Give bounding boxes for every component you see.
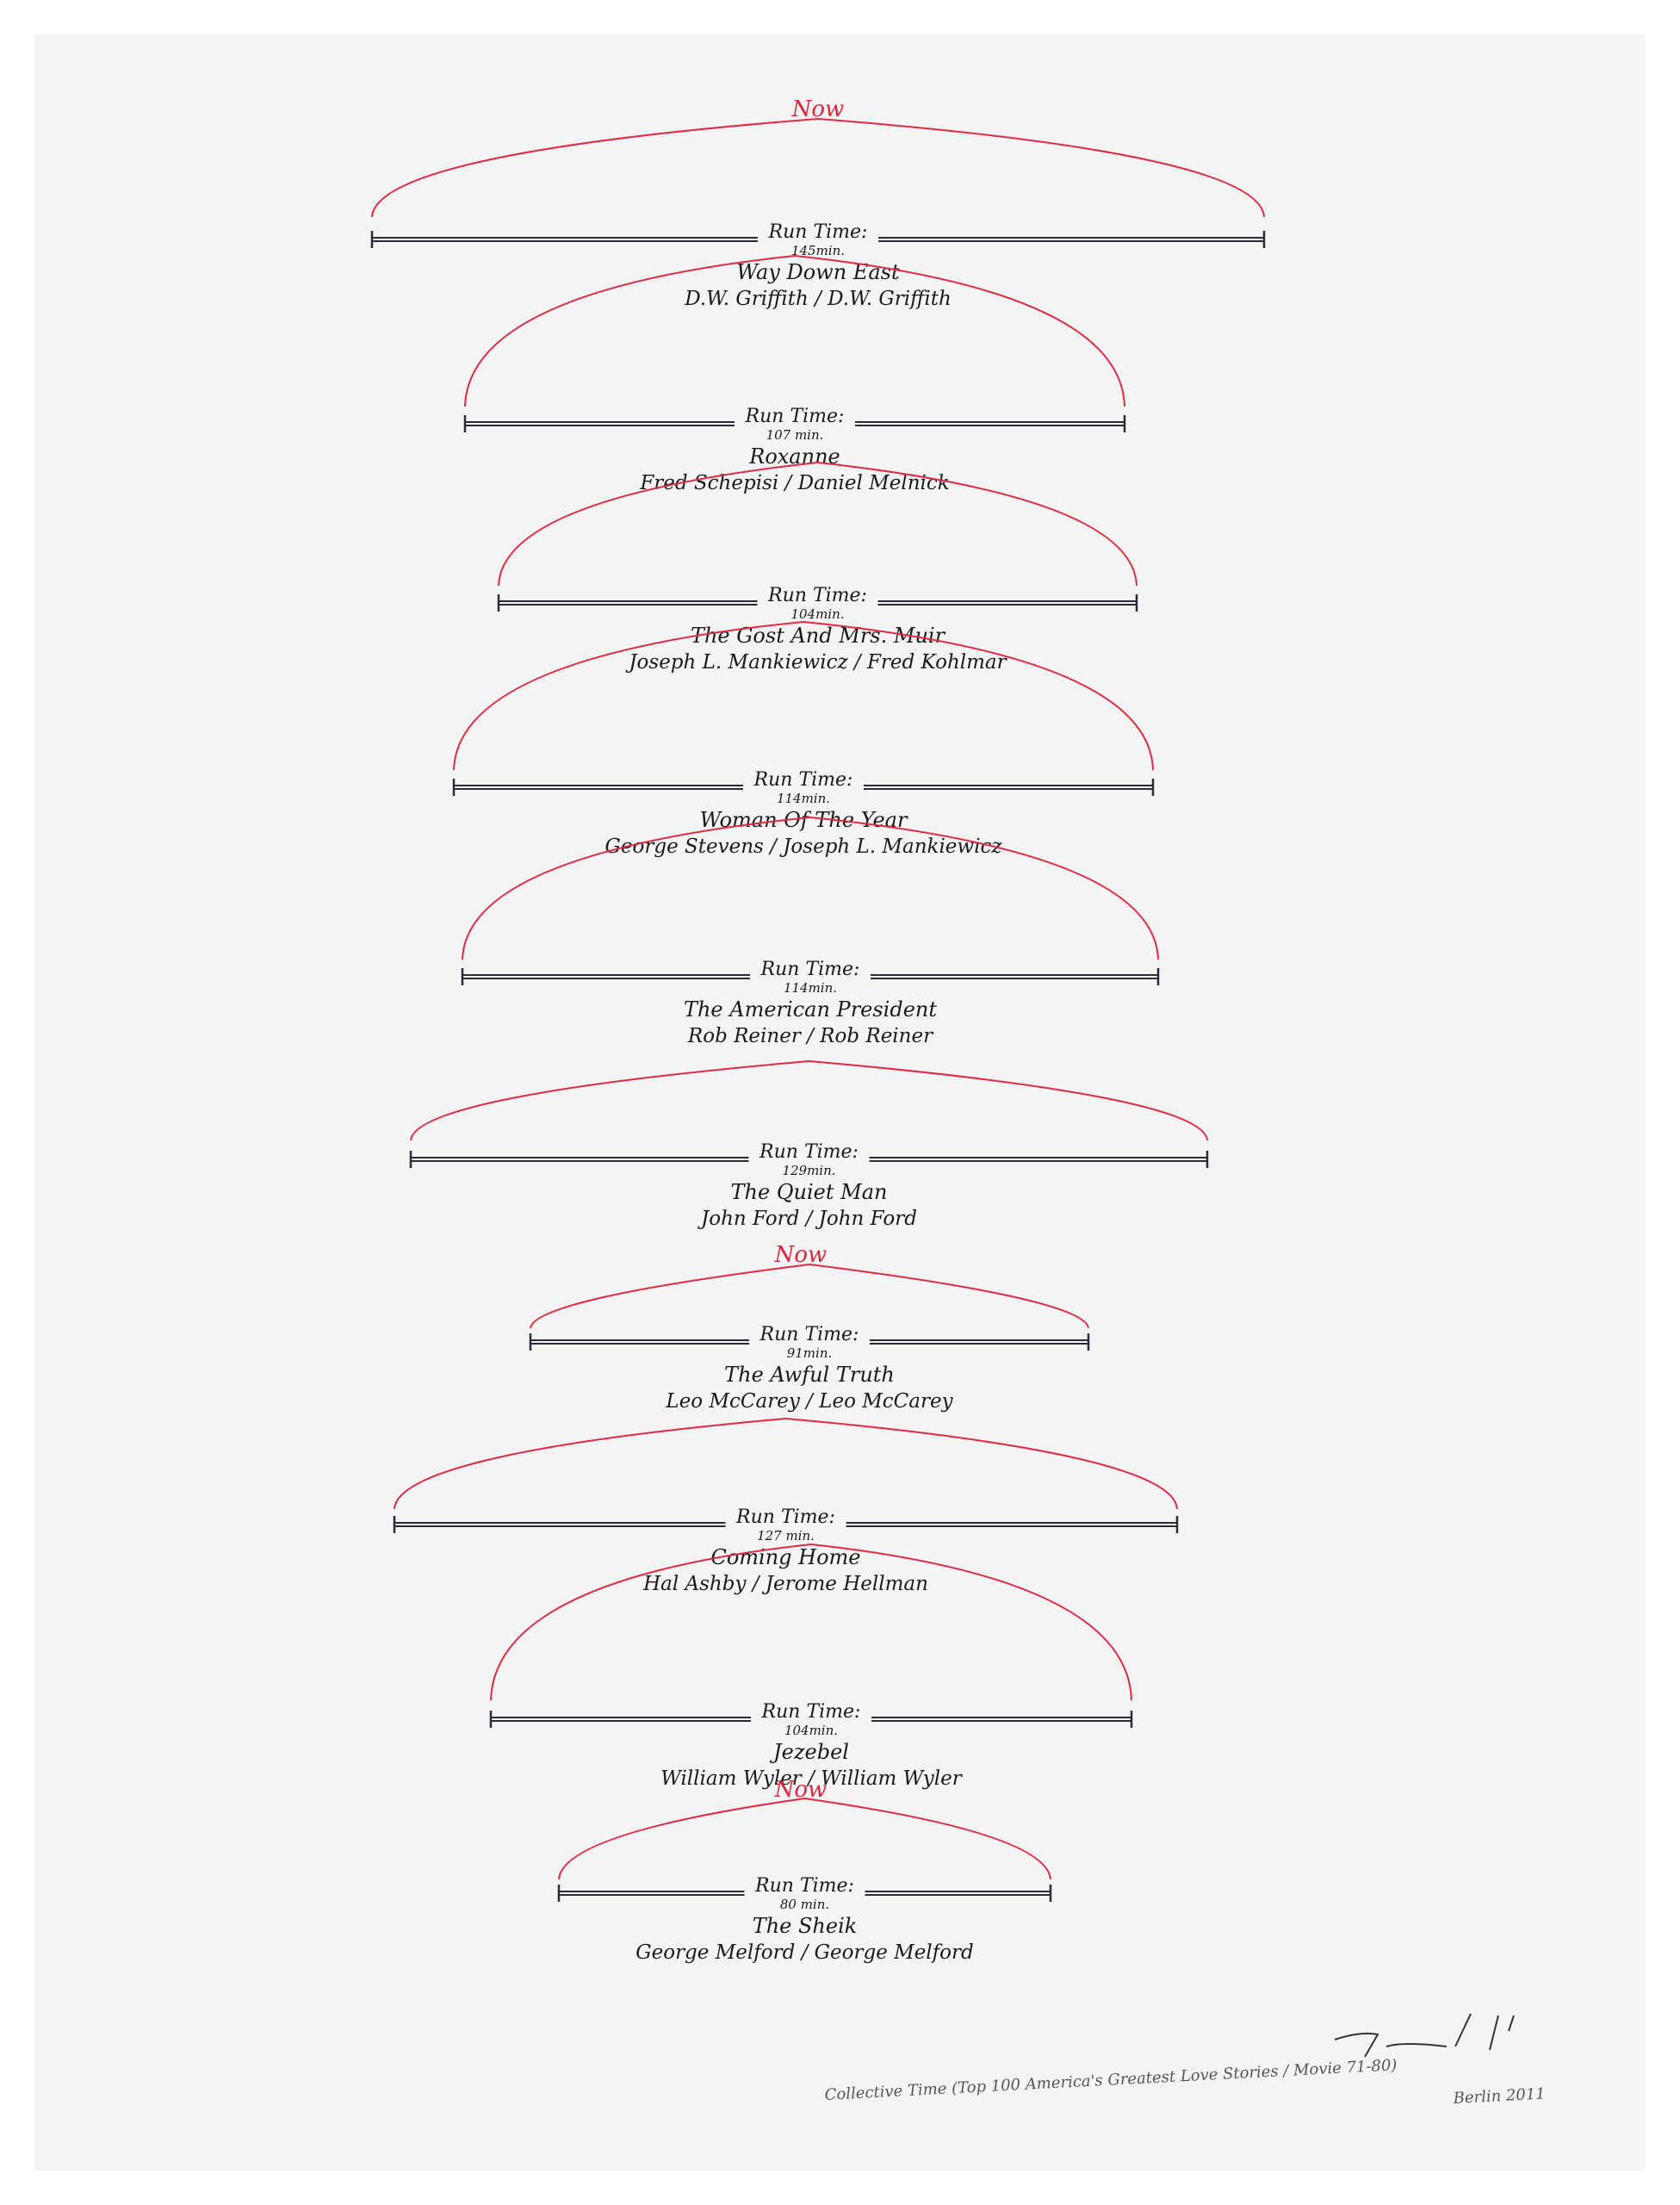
timeline-9: Run Time:104min. Jezebel William Wyler / W… [489,1543,1133,1790]
film-title: The Gost And Mrs. Muir [691,624,946,648]
film-title: The Quiet Man [731,1180,888,1204]
run-time-duration: 104min. [790,606,844,622]
work-caption: Collective Time (Top 100 America's Great… [824,2056,1398,2104]
label-gap [757,596,878,610]
film-credits: John Ford / John Ford [697,1208,917,1230]
now-arc [394,1417,1178,1510]
run-time-label: Run Time: [754,1875,854,1897]
now-label: Now [791,96,845,122]
run-time-duration: 145min. [791,243,845,258]
now-arc [453,620,1154,771]
run-time-label: Run Time: [753,769,853,791]
label-gap [735,417,855,431]
label-gap [748,1152,870,1166]
timeline-10: Run Time:80 min. The Sheik George Melford … [557,1777,1052,1964]
run-time-label: Run Time: [760,959,860,980]
now-arc [410,1059,1208,1141]
now-arc [530,1263,1089,1329]
now-arc [490,1543,1132,1701]
film-title: Jezebel [769,1740,849,1764]
film-credits: Rob Reiner / Rob Reiner [687,1025,934,1047]
film-credits: Joseph L. Mankiewicz / Fred Kohlmar [625,651,1007,674]
film-title: The American President [684,997,937,1022]
timeline-3: Run Time:104min. The Gost And Mrs. Muir Jo… [497,461,1138,674]
now-arc [371,117,1265,218]
film-title: The Awful Truth [724,1363,895,1387]
now-arc [464,254,1125,407]
run-time-duration: 127 min. [757,1528,815,1544]
run-time-duration: 80 min. [780,1897,829,1912]
now-arc [462,816,1159,960]
label-gap [743,780,864,794]
run-time-label: Run Time: [768,221,868,243]
label-gap [725,1518,846,1531]
film-credits: D.W. Griffith / D.W. Griffith [684,288,952,310]
run-time-label: Run Time: [761,1701,861,1723]
run-time-label: Run Time: [759,1324,859,1345]
film-title: Way Down East [736,260,900,284]
timeline-4: Run Time:114min. Woman Of The Year George … [452,620,1155,858]
run-time-duration: 114min. [784,980,837,996]
run-time-label: Run Time: [767,585,867,606]
film-credits: George Melford / George Melford [635,1941,974,1964]
film-title: Woman Of The Year [700,808,908,832]
run-time-duration: 129min. [782,1163,835,1178]
now-arc [558,1797,1051,1880]
now-label: Now [774,1777,828,1803]
label-gap [751,1712,871,1726]
film-credits: Hal Ashby / Jerome Hellman [642,1573,928,1595]
label-gap [758,233,878,246]
film-credits: Leo McCarey / Leo McCarey [665,1390,953,1413]
film-credits: George Stevens / Joseph L. Mankiewicz [605,835,1003,858]
timeline-1: Run Time:145min. Way Down East D.W. Griffi… [370,96,1266,310]
label-gap [750,970,871,984]
now-label: Now [774,1242,828,1268]
artist-signature [1334,2013,1515,2058]
film-credits: William Wyler / William Wyler [660,1767,964,1790]
run-time-duration: 107 min. [766,427,824,443]
timeline-5: Run Time:114min.The American President Ro… [461,816,1160,1047]
run-time-duration: 114min. [777,791,830,806]
run-time-label: Run Time: [759,1141,859,1163]
label-gap [744,1886,865,1900]
run-time-label: Run Time: [735,1506,835,1528]
run-time-label: Run Time: [745,406,845,427]
label-gap [749,1335,870,1349]
place-date: Berlin 2011 [1452,2084,1546,2108]
run-time-duration: 104min. [784,1723,838,1738]
film-credits: Fred Schepisi / Daniel Melnick [639,472,949,494]
film-title: Coming Home [710,1545,860,1569]
run-time-duration: 91min. [787,1345,833,1361]
timeline-6: Run Time:129min. The Quiet Man John Ford /… [409,1059,1209,1230]
now-arc [498,461,1138,587]
film-title: The Sheik [753,1914,858,1938]
timeline-7: Run Time:91min. The Awful Truth Leo McCare… [529,1242,1090,1413]
timeline-8: Run Time:127 min.Coming Home Hal Ashby / … [393,1417,1179,1595]
artwork-sheet: Run Time: 145min. Way Down East D.W. Griffi… [34,34,1646,2171]
